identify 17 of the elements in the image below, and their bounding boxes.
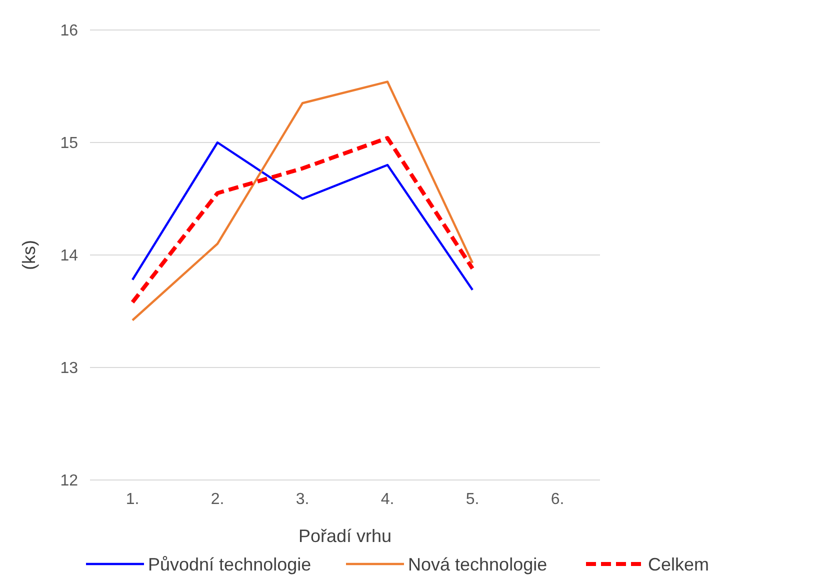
line-series: [131, 80, 474, 322]
y-tick-label: 16: [60, 22, 78, 40]
x-tick-label: 4.: [380, 491, 394, 508]
legend-label: Nová technologie: [408, 554, 548, 574]
y-tick-label: 14: [60, 248, 78, 265]
x-axis-title: Pořadí vrhu: [298, 526, 392, 546]
x-tick-label: 1.: [126, 491, 140, 508]
x-tick-label: 2.: [210, 491, 224, 508]
y-axis-title: (ks): [19, 240, 39, 270]
legend-label: Celkem: [648, 554, 710, 574]
y-tick-label: 15: [60, 135, 78, 152]
legend-label: Původní technologie: [148, 554, 312, 574]
y-tick-label: 12: [60, 472, 78, 490]
x-tick-label: 6.: [550, 491, 564, 508]
x-tick-label: 5.: [466, 491, 480, 508]
x-tick-label: 3.: [296, 491, 310, 508]
y-tick-label: 13: [60, 360, 78, 378]
